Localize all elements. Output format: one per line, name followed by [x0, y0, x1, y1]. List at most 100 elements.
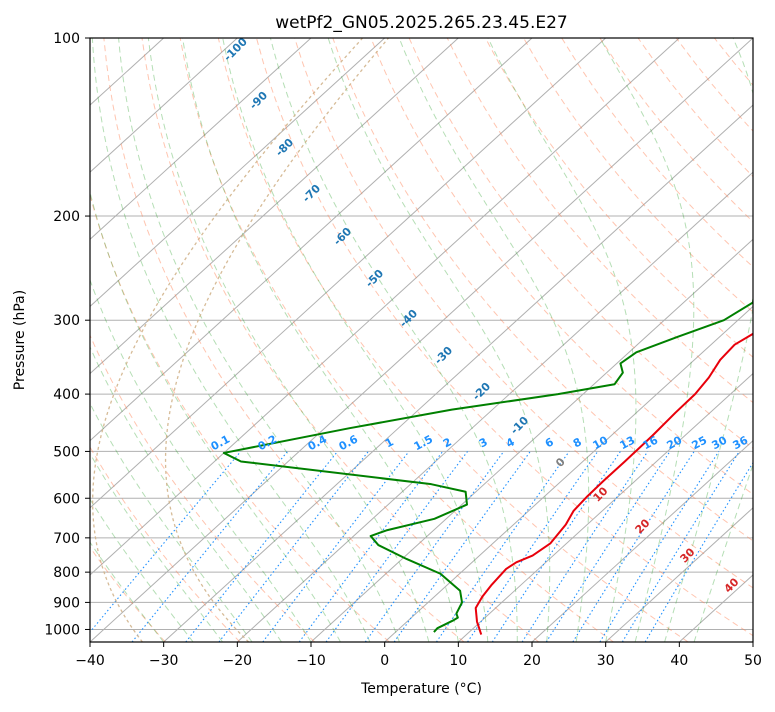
moist-adiabat-line [90, 498, 194, 642]
mixing-ratio-line [185, 451, 338, 642]
dry-adiabat-line [255, 38, 753, 637]
reference-curve-line [164, 38, 390, 642]
x-tick-label: 20 [523, 653, 541, 669]
mixing-ratio-label: 36 [731, 433, 751, 452]
mixing-ratio-label: 13 [618, 434, 638, 453]
series-layer [222, 295, 753, 635]
isotherm-line [310, 238, 753, 642]
dry-adiabat-line [90, 546, 166, 642]
y-tick-label: 400 [53, 387, 80, 403]
moist-adiabat-line [118, 38, 400, 642]
dry-adiabat-line [179, 38, 614, 642]
x-tick-label: 50 [744, 653, 762, 669]
moist-adiabat-line [90, 541, 165, 642]
moist-adiabat-line [693, 463, 753, 642]
mixing-ratio-label: 20 [665, 433, 685, 452]
x-tick-label: −20 [223, 653, 253, 669]
mixing-ratio-line [435, 451, 570, 642]
dry-adiabat-line [752, 38, 753, 40]
x-tick-label: 0 [380, 653, 389, 669]
dry-adiabat-line [332, 38, 753, 542]
y-tick-label: 700 [53, 531, 80, 547]
mixing-ratio-line [599, 451, 720, 642]
mixing-ratio-line [521, 451, 649, 642]
dry-adiabat-line [446, 38, 753, 404]
isotherm-line [90, 38, 607, 509]
dry-adiabat-line [90, 193, 390, 642]
dry-adiabat-line [103, 38, 465, 642]
plot-frame [89, 37, 754, 643]
dry-adiabat-line [141, 38, 540, 642]
moist-adiabat-line [664, 38, 753, 642]
mixing-ratio-line [325, 451, 468, 642]
isotherm-line [90, 38, 238, 173]
x-tick-label: 10 [449, 653, 467, 669]
y-tick-label: 1000 [44, 622, 80, 638]
moist-adiabat-line [269, 38, 518, 642]
mixing-ratio-line [90, 451, 242, 633]
x-tick-label: −10 [296, 653, 326, 669]
isotherm-line [90, 38, 386, 308]
moist-adiabat-line [599, 38, 695, 642]
mixing-ratio-line [491, 451, 621, 642]
y-tick-label: 300 [53, 313, 80, 329]
moist-adiabat-line [91, 38, 371, 642]
y-tick-label: 900 [53, 595, 80, 611]
isotherm-line [90, 38, 459, 375]
y-tick-label: 100 [53, 31, 80, 47]
x-tick-label: 40 [670, 653, 688, 669]
temperature-line [474, 332, 753, 635]
mixing-ratio-label: 16 [641, 433, 661, 452]
x-axis-title: Temperature (°C) [360, 681, 482, 697]
isotherm-line [384, 305, 753, 642]
mixing-ratio-label: 30 [710, 433, 730, 452]
dry-adiabat-line [370, 38, 753, 495]
moist-adiabat-line [90, 190, 341, 642]
moist-adiabat-line [398, 38, 590, 642]
mixing-ratio-line [131, 451, 289, 642]
reference-curve-line [91, 38, 364, 642]
mixing-ratio-line [364, 451, 505, 642]
y-tick-label: 600 [53, 491, 80, 507]
dry-adiabat-line [484, 38, 753, 358]
isotherm-line [531, 439, 753, 642]
isotherm-line [236, 171, 753, 642]
isotherm-line [90, 38, 680, 576]
moist-adiabat-line [147, 38, 430, 642]
moist-adiabat-line [182, 38, 459, 642]
mixing-ratio-line [298, 451, 444, 642]
mixing-ratio-label: 10 [591, 433, 611, 452]
moist-adiabat-line [90, 278, 312, 642]
mixing-ratio-line [545, 451, 671, 642]
mixing-ratio-line [393, 451, 531, 642]
isotherm-line [457, 372, 753, 642]
x-tick-label: −40 [75, 653, 105, 669]
dry-adiabat-line [523, 38, 753, 313]
chart-title: wetPf2_GN05.2025.265.23.45.E27 [275, 13, 567, 33]
y-tick-label: 500 [53, 444, 80, 460]
mixing-ratio-label: 25 [690, 434, 710, 453]
y-tick-label: 800 [53, 565, 80, 581]
mixing-ratio-line [262, 451, 410, 642]
dry-adiabat-line [217, 38, 689, 642]
background-lines [90, 38, 753, 642]
isotherm-line [605, 507, 753, 642]
x-tick-label: −30 [149, 653, 179, 669]
isotherm-line [163, 104, 753, 642]
mixing-ratio-line [467, 451, 599, 642]
dewpoint-line [222, 295, 753, 633]
isotherm-line [90, 38, 533, 442]
isotherm-line [752, 641, 753, 642]
y-axis-title: Pressure (hPa) [12, 290, 28, 390]
mixing-ratio-line [621, 451, 740, 642]
x-tick-label: 30 [597, 653, 615, 669]
dry-adiabat-line [294, 38, 753, 589]
y-tick-label: 200 [53, 209, 80, 225]
moist-adiabat-line [487, 38, 637, 642]
isotherm-line [90, 38, 312, 241]
moist-adiabat-line [90, 402, 253, 642]
dry-adiabat-line [408, 38, 753, 449]
axes: −40 −30 −20 −10 0 10 20 30 40 50 100 200 300 400 500 60… [44, 31, 762, 669]
isotherm-line [90, 38, 753, 642]
